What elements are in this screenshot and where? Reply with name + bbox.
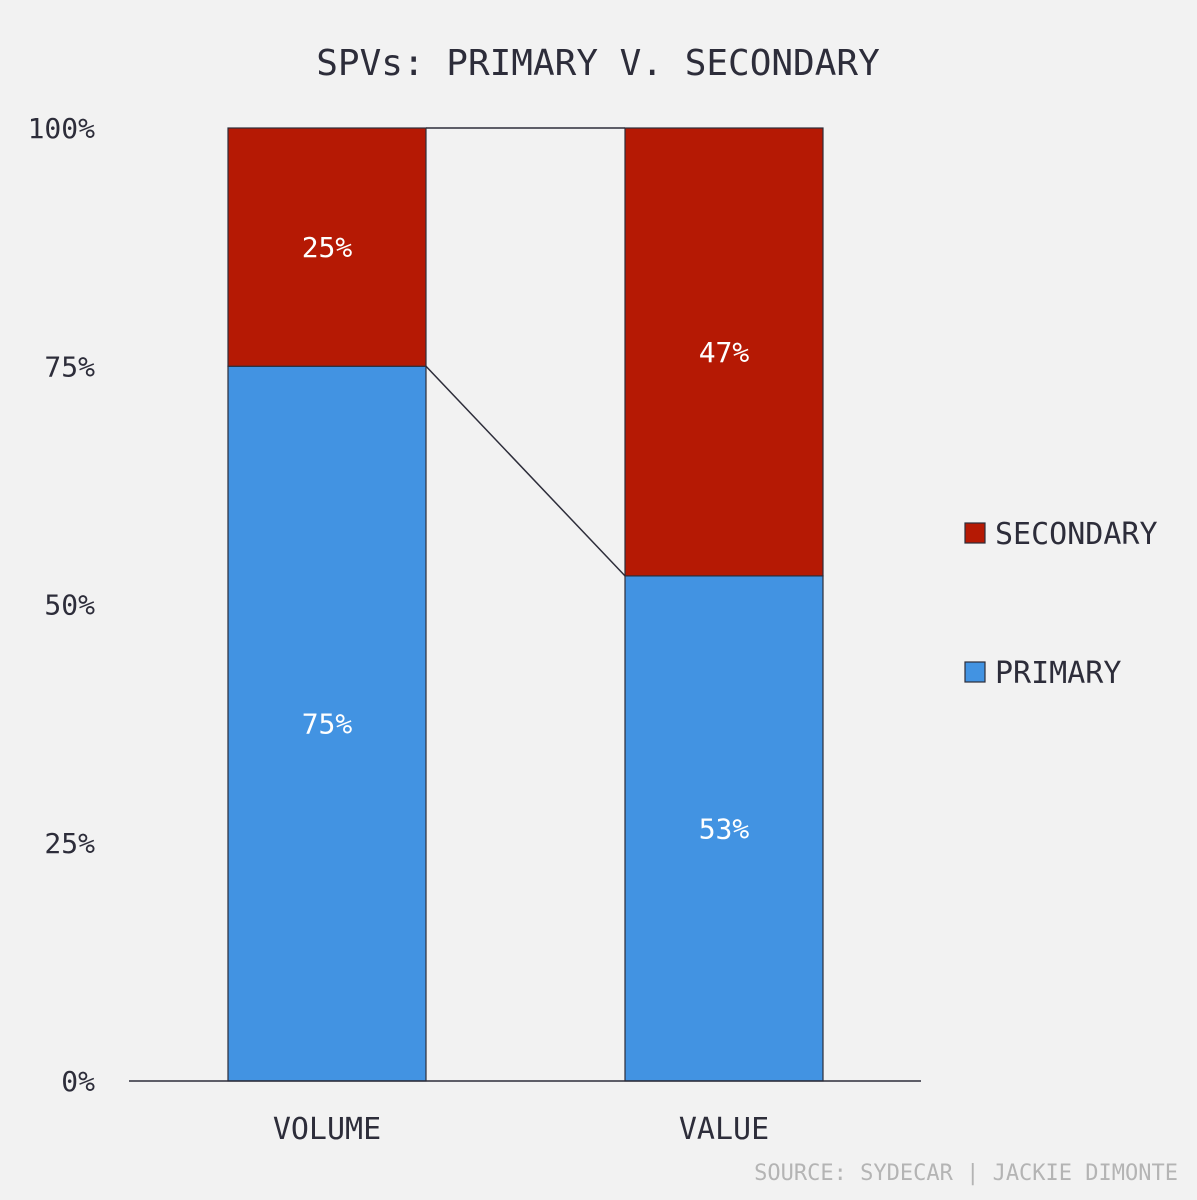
- y-tick-label: 0%: [61, 1065, 95, 1098]
- connector-line: [425, 365, 626, 577]
- x-axis-labels: VOLUME VALUE: [273, 1112, 769, 1147]
- data-label: 75%: [302, 708, 353, 741]
- y-tick-label: 100%: [28, 112, 96, 145]
- y-tick-label: 50%: [44, 589, 95, 622]
- y-tick-label: 75%: [44, 350, 95, 383]
- legend-swatch-primary: [964, 661, 986, 683]
- x-tick-label: VALUE: [679, 1112, 769, 1147]
- bar-segment-primary-volume: [227, 365, 427, 1082]
- legend-label-primary: PRIMARY: [995, 656, 1121, 691]
- y-tick-label: 25%: [44, 827, 95, 860]
- data-label: 25%: [302, 231, 353, 264]
- x-tick-label: VOLUME: [273, 1112, 381, 1147]
- source-note: SOURCE: SYDECAR | JACKIE DIMONTE: [754, 1161, 1178, 1186]
- legend: SECONDARY PRIMARY: [964, 517, 1158, 691]
- bars: 75% 25% 53% 47%: [227, 127, 824, 1082]
- data-label: 53%: [699, 812, 750, 845]
- bar-segment-secondary-value: [624, 127, 824, 577]
- chart-title: SPVs: PRIMARY V. SECONDARY: [316, 43, 880, 84]
- connector-lines: [425, 127, 626, 577]
- legend-swatch-secondary: [964, 522, 986, 544]
- legend-label-secondary: SECONDARY: [995, 517, 1158, 552]
- data-label: 47%: [699, 336, 750, 369]
- y-axis-ticks: 0% 25% 50% 75% 100%: [28, 112, 96, 1098]
- bar-segment-secondary-volume: [227, 127, 427, 367]
